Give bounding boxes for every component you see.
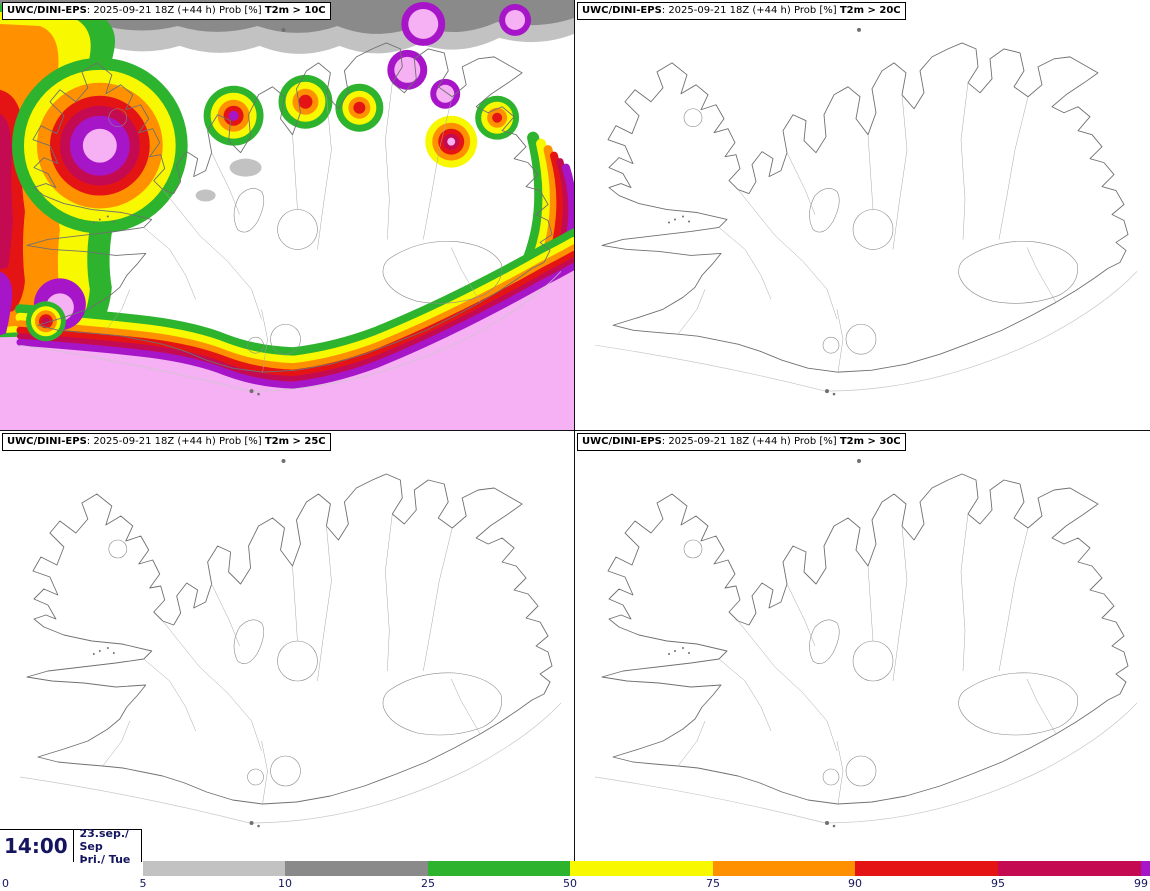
valid-time-box: 14:00 23.sep./ Sep Þri./ Tue: [0, 827, 142, 866]
iceland-map-t2m-30c: [575, 431, 1150, 862]
colorbar-segment: [713, 861, 855, 876]
valid-time: 14:00: [4, 834, 68, 858]
south-coast-fringe: [14, 228, 574, 389]
colorbar-segment: [855, 861, 998, 876]
threshold-label: T2m > 25C: [264, 436, 326, 447]
westfjords-cluster: [11, 57, 188, 234]
colorbar-tick: 75: [706, 877, 720, 890]
northeast-pink-patches: [387, 1, 532, 168]
run-info: : 2025-09-21 18Z (+44 h) Prob [%]: [661, 436, 840, 447]
colorbar: [0, 861, 1150, 876]
map-grid: UWC/DINI-EPS: 2025-09-21 18Z (+44 h) Pro…: [0, 0, 1150, 862]
south-sea-pink: [0, 257, 574, 430]
colorbar-tick: 5: [139, 877, 147, 890]
panel-t2m-gt-30c: UWC/DINI-EPS: 2025-09-21 18Z (+44 h) Pro…: [575, 431, 1150, 862]
reykjanes-cluster: [25, 278, 86, 342]
probability-field: [0, 0, 574, 430]
iceland-map-t2m-10c: [0, 0, 574, 430]
colorbar-segment: [285, 861, 428, 876]
colorbar-tick: 50: [563, 877, 577, 890]
colorbar-tick: 0: [2, 877, 9, 890]
panel-t2m-gt-25c: UWC/DINI-EPS: 2025-09-21 18Z (+44 h) Pro…: [0, 431, 575, 862]
colorbar-segment: [0, 861, 143, 876]
colorbar-segment: [428, 861, 570, 876]
colorbar-tick: 90: [848, 877, 862, 890]
colorbar-ticks: 0 5 10 25 50 75 90 95 99: [0, 877, 1150, 891]
iceland-map-t2m-20c: [575, 0, 1150, 430]
valid-date-month: 23.sep./ Sep: [79, 826, 130, 853]
run-info: : 2025-09-21 18Z (+44 h) Prob [%]: [86, 436, 265, 447]
threshold-label: T2m > 20C: [839, 5, 901, 16]
colorbar-tick: 99: [1134, 877, 1148, 890]
model-name: UWC/DINI-EPS: [7, 436, 87, 447]
threshold-label: T2m > 30C: [839, 436, 901, 447]
colorbar-segment: [1141, 861, 1150, 876]
colorbar-segment: [143, 861, 285, 876]
threshold-label: T2m > 10C: [264, 5, 326, 16]
panel-t2m-gt-10c: UWC/DINI-EPS: 2025-09-21 18Z (+44 h) Pro…: [0, 0, 575, 431]
colorbar-tick: 95: [991, 877, 1005, 890]
colorbar-segment: [998, 861, 1141, 876]
model-name: UWC/DINI-EPS: [582, 436, 662, 447]
iceland-map-t2m-25c: [0, 431, 574, 862]
colorbar-tick: 25: [421, 877, 435, 890]
model-name: UWC/DINI-EPS: [7, 5, 87, 16]
model-name: UWC/DINI-EPS: [582, 5, 662, 16]
time-date-divider: [72, 830, 74, 862]
run-info: : 2025-09-21 18Z (+44 h) Prob [%]: [661, 5, 840, 16]
valid-date-weekday: Þri./ Tue: [79, 852, 131, 866]
panel-title: UWC/DINI-EPS: 2025-09-21 18Z (+44 h) Pro…: [577, 2, 906, 20]
panel-title: UWC/DINI-EPS: 2025-09-21 18Z (+44 h) Pro…: [577, 433, 906, 451]
run-info: : 2025-09-21 18Z (+44 h) Prob [%]: [86, 5, 265, 16]
panel-t2m-gt-20c: UWC/DINI-EPS: 2025-09-21 18Z (+44 h) Pro…: [575, 0, 1150, 431]
colorbar-segment: [570, 861, 713, 876]
valid-date: 23.sep./ Sep Þri./ Tue: [73, 827, 141, 866]
north-coast-clusters: [203, 74, 520, 146]
panel-title: UWC/DINI-EPS: 2025-09-21 18Z (+44 h) Pro…: [2, 433, 331, 451]
panel-title: UWC/DINI-EPS: 2025-09-21 18Z (+44 h) Pro…: [2, 2, 331, 20]
colorbar-tick: 10: [278, 877, 292, 890]
